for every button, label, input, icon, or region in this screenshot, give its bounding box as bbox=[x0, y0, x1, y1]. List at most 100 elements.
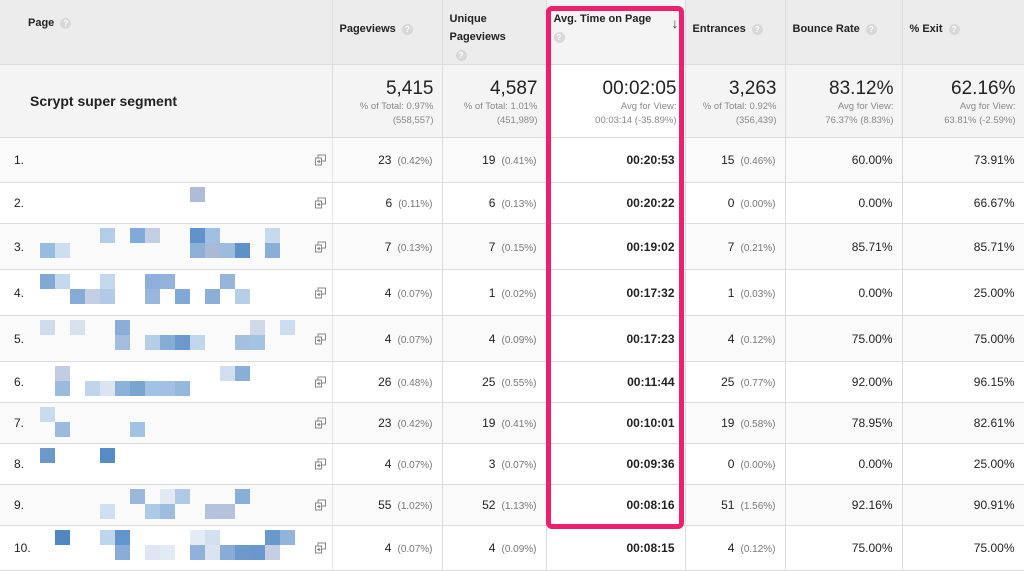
open-page-icon[interactable] bbox=[314, 197, 326, 209]
value: 00:17:32 bbox=[626, 285, 675, 300]
table-row[interactable]: 8. 4 (0.07%) 3 (0.07%) 00:09:36 0 (0.00%) 0.00% 2… bbox=[0, 443, 1024, 485]
open-page-icon[interactable] bbox=[314, 458, 326, 470]
open-page-icon[interactable] bbox=[314, 376, 326, 388]
percent: (0.12%) bbox=[740, 334, 776, 346]
percent: (0.46%) bbox=[740, 156, 776, 167]
summary-sub: Avg for View: bbox=[620, 101, 677, 112]
open-page-icon[interactable] bbox=[314, 241, 326, 252]
table-row[interactable]: 6. 26 (0.48%) 25 (0.55%) 00:11:44 25 (0.77%) 92.… bbox=[0, 361, 1024, 403]
summary-value: 3,263 bbox=[728, 78, 777, 99]
redaction-pixel bbox=[205, 243, 220, 258]
page-cell[interactable]: 1. bbox=[0, 137, 333, 183]
pageviews-cell: 55 (1.02%) bbox=[332, 484, 443, 526]
redaction-pixel bbox=[205, 530, 220, 545]
open-page-icon[interactable] bbox=[314, 287, 326, 298]
summary-entrances: 3,263 % of Total: 0.92% (356,439) bbox=[685, 64, 786, 138]
page-cell[interactable]: 3. bbox=[0, 223, 333, 270]
page-cell[interactable]: 8. bbox=[0, 443, 333, 485]
table-row[interactable]: 4. 4 (0.07%) 1 (0.02%) 00:17:32 1 (0.03%) 0.00% 2… bbox=[0, 269, 1024, 316]
sort-descending-icon[interactable]: ↓ bbox=[671, 15, 679, 31]
table-row[interactable]: 1. 23 (0.42%) 19 (0.41%) 00:20:53 15 (0.46%) 60.… bbox=[0, 137, 1024, 183]
help-icon[interactable]: ? bbox=[60, 17, 72, 29]
row-rank: 4. bbox=[14, 285, 25, 300]
percent: (0.41%) bbox=[501, 156, 537, 167]
help-icon[interactable]: ? bbox=[455, 49, 467, 61]
redaction-pixel bbox=[130, 489, 145, 504]
page-cell[interactable]: 7. bbox=[0, 402, 333, 444]
header-pageviews[interactable]: Pageviews? bbox=[332, 0, 443, 65]
help-icon[interactable]: ? bbox=[553, 31, 565, 43]
header-unique-pageviews[interactable]: Unique Pageviews? bbox=[442, 0, 547, 65]
value: 00:11:44 bbox=[627, 375, 675, 389]
header-exit[interactable]: % Exit? bbox=[902, 0, 1024, 65]
page-cell[interactable]: 5. bbox=[0, 315, 333, 362]
percent: (0.15%) bbox=[501, 242, 537, 254]
percent: (0.02%) bbox=[501, 288, 537, 300]
summary-sub: 00:03:14 (-35.89%) bbox=[595, 115, 677, 126]
value: 19 bbox=[721, 416, 735, 430]
redaction-pixel bbox=[250, 545, 265, 560]
bounce-rate-cell: 75.00% bbox=[785, 525, 903, 571]
unique-pageviews-cell: 4 (0.09%) bbox=[442, 315, 547, 362]
page-cell[interactable]: 4. bbox=[0, 269, 333, 316]
value: 4 bbox=[384, 285, 392, 300]
redaction-pixel bbox=[160, 489, 175, 504]
value: 25.00% bbox=[973, 285, 1015, 300]
value: 51 bbox=[721, 498, 735, 512]
row-rank: 8. bbox=[14, 457, 25, 471]
percent: (0.41%) bbox=[501, 419, 537, 430]
redaction-pixel bbox=[100, 381, 115, 396]
help-icon[interactable]: ? bbox=[751, 23, 763, 35]
open-page-icon[interactable] bbox=[314, 542, 326, 554]
row-rank: 7. bbox=[14, 416, 25, 430]
table-row[interactable]: 3. 7 (0.13%) 7 (0.15%) 00:19:02 7 (0.21%) 85.71%… bbox=[0, 223, 1024, 270]
table-row[interactable]: 5. 4 (0.07%) 4 (0.09%) 00:17:23 4 (0.12%) 75.00%… bbox=[0, 315, 1024, 362]
entrances-cell: 7 (0.21%) bbox=[685, 223, 786, 270]
table-row[interactable]: 7. 23 (0.42%) 19 (0.41%) 00:10:01 19 (0.58%) 78.… bbox=[0, 402, 1024, 444]
avg-time-cell: 00:17:32 bbox=[546, 269, 686, 316]
redaction-pixel bbox=[175, 289, 190, 304]
open-page-icon[interactable] bbox=[314, 499, 326, 511]
value: 0 bbox=[727, 457, 735, 471]
value: 4 bbox=[384, 331, 392, 346]
help-icon[interactable]: ? bbox=[948, 23, 960, 35]
value: 7 bbox=[488, 239, 496, 254]
redaction-pixel bbox=[85, 289, 100, 304]
open-page-icon[interactable] bbox=[314, 333, 326, 344]
help-icon[interactable]: ? bbox=[865, 23, 877, 35]
value: 90.91% bbox=[973, 498, 1015, 512]
page-cell[interactable]: 6. bbox=[0, 361, 333, 403]
pageviews-cell: 6 (0.11%) bbox=[332, 182, 443, 224]
percent: (0.13%) bbox=[501, 199, 537, 210]
redaction-pixel bbox=[40, 320, 55, 335]
page-cell[interactable]: 2. bbox=[0, 182, 333, 224]
header-page[interactable]: Page? bbox=[0, 0, 333, 65]
page-cell[interactable]: 10. bbox=[0, 525, 333, 571]
value: 00:08:15 bbox=[626, 541, 675, 555]
bounce-rate-cell: 92.16% bbox=[785, 484, 903, 526]
header-bounce-rate[interactable]: Bounce Rate? bbox=[785, 0, 903, 65]
header-label: Pageviews bbox=[339, 23, 396, 35]
summary-pageviews: 5,415 % of Total: 0.97% (558,557) bbox=[332, 64, 443, 138]
summary-sub: % of Total: 0.92% bbox=[702, 101, 777, 112]
bounce-rate-cell: 0.00% bbox=[785, 443, 903, 485]
avg-time-cell: 00:20:53 bbox=[546, 137, 686, 183]
header-avg-time-on-page[interactable]: Avg. Time on Page? ↓ bbox=[546, 0, 686, 65]
segment-name: Scrypt super segment bbox=[0, 64, 333, 138]
value: 00:20:53 bbox=[626, 153, 675, 167]
redaction-pixel bbox=[190, 187, 205, 202]
table-row[interactable]: 10. 4 (0.07%) 4 (0.09%) 00:08:15 4 (0.12%) 75.00… bbox=[0, 525, 1024, 571]
table-row[interactable]: 9. 55 (1.02%) 52 (1.13%) 00:08:16 51 (1.56%) 92.… bbox=[0, 484, 1024, 526]
page-cell[interactable]: 9. bbox=[0, 484, 333, 526]
table-row[interactable]: 2. 6 (0.11%) 6 (0.13%) 00:20:22 0 (0.00%) 0.00% 6… bbox=[0, 182, 1024, 224]
open-page-icon[interactable] bbox=[314, 154, 326, 166]
redaction-pixel bbox=[100, 289, 115, 304]
value: 52 bbox=[482, 498, 496, 512]
help-icon[interactable]: ? bbox=[401, 23, 413, 35]
bounce-rate-cell: 92.00% bbox=[785, 361, 903, 403]
redaction-pixel bbox=[160, 274, 175, 289]
open-page-icon[interactable] bbox=[314, 417, 326, 429]
row-rank: 10. bbox=[14, 541, 31, 555]
header-entrances[interactable]: Entrances? bbox=[685, 0, 786, 65]
